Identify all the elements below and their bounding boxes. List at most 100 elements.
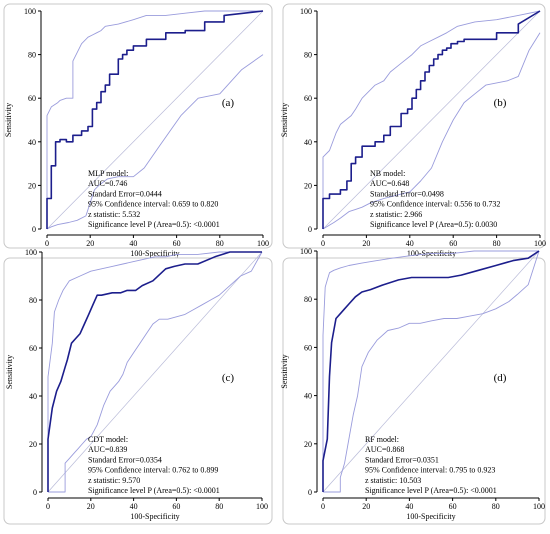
y-tick-label: 0 [308,488,312,497]
annotation-line: AUC=0.746 [88,179,127,188]
x-tick-label: 100 [534,239,546,248]
annotation-line: 95% Confidence interval: 0.795 to 0.923 [365,466,495,475]
annotation-line: z statistic: 5.532 [88,210,140,219]
y-axis-title: Sensitivity [5,355,14,389]
y-axis-title: Sensitivity [280,103,289,137]
panel-label: (a) [222,97,235,109]
panel-border [282,3,546,249]
x-tick-label: 40 [405,502,413,511]
y-tick-label: 20 [28,181,36,190]
y-tick-label: 80 [29,296,37,305]
panel-border [3,257,273,525]
reference-diagonal [46,10,264,230]
chart-panel-3: 0 20 40 60 80 100 0 20 40 60 80 100 100-Specificity S… [280,247,546,525]
ci-upper-curve [47,251,262,492]
annotation-line: z statistic: 2.966 [370,210,422,219]
x-tick-label: 0 [45,239,49,248]
annotation-line: Significance level P (Area=0.5): <0.0001 [88,486,220,495]
x-tick-label: 20 [362,239,370,248]
annotation-line: CDT model: [88,435,128,444]
chart-panel-2: 0 20 40 60 80 100 0 20 40 60 80 100 100-Specificity S… [3,248,273,525]
x-tick-label: 60 [172,502,180,511]
y-axis-title: Sensitivity [280,354,289,388]
y-tick-label: 20 [29,440,37,449]
x-axis-title: 100-Specificity [130,512,179,521]
panel-label: (d) [494,372,507,384]
y-tick-label: 60 [304,94,312,103]
panel-label: (b) [494,97,507,109]
y-tick-label: 40 [29,392,37,401]
panel-border [3,3,273,249]
x-tick-label: 0 [46,502,50,511]
annotation-line: AUC=0.839 [88,445,127,454]
annotation-line: RF model: [365,435,399,444]
annotation-line: Significance level P (Area=0.5): <0.0001 [365,486,497,495]
chart-panel-0: 0 20 40 60 80 100 0 20 40 60 80 100 100-Specificity S… [3,3,273,258]
roc-curve [47,251,262,492]
ci-lower-curve [323,250,540,493]
x-tick-label: 80 [492,502,500,511]
annotation-line: Standard Error=0.0354 [88,455,162,464]
y-tick-label: 40 [304,392,312,401]
annotation-line: Significance level P (Area=0.5): 0.0030 [370,220,497,229]
y-tick-label: 0 [32,225,36,234]
x-tick-label: 80 [216,239,224,248]
y-tick-label: 80 [304,295,312,304]
x-tick-label: 60 [449,502,457,511]
x-tick-label: 60 [449,239,457,248]
y-tick-label: 0 [308,225,312,234]
annotation-line: z statistic: 9.570 [88,476,140,485]
y-axis-title: Sensitivity [4,103,13,137]
panel-label: (c) [222,372,235,384]
x-tick-label: 100 [256,502,268,511]
annotation-line: Standard Error=0.0351 [365,455,439,464]
y-tick-label: 100 [25,248,37,257]
annotation-line: 95% Confidence interval: 0.762 to 0.899 [88,466,218,475]
ci-upper-curve [322,10,541,229]
ci-lower-curve [46,54,264,230]
annotation-line: 95% Confidence interval: 0.556 to 0.732 [370,200,500,209]
y-tick-label: 60 [304,343,312,352]
annotation-line: AUC=0.868 [365,445,404,454]
y-tick-label: 40 [304,138,312,147]
y-tick-label: 20 [304,440,312,449]
y-tick-label: 100 [300,7,312,16]
x-tick-label: 40 [130,502,138,511]
ci-upper-curve [322,250,539,492]
x-axis-title: 100-Specificity [406,512,455,521]
x-tick-label: 80 [215,502,223,511]
x-tick-label: 20 [87,502,95,511]
x-axis-title: 100-Specificity [130,249,179,258]
y-tick-label: 100 [24,7,36,16]
annotation-line: AUC=0.648 [370,179,409,188]
y-tick-label: 100 [300,247,312,256]
y-tick-label: 80 [28,51,36,60]
reference-diagonal [322,10,541,230]
x-tick-label: 40 [406,239,414,248]
roc-curve [46,10,264,229]
x-tick-label: 100 [257,239,269,248]
annotation-line: z statistic: 10.503 [365,476,421,485]
y-tick-label: 40 [28,138,36,147]
x-tick-label: 60 [173,239,181,248]
y-tick-label: 80 [304,51,312,60]
annotation-line: MLP model: [88,169,128,178]
annotation-line: Standard Error=0.0498 [370,189,444,198]
reference-diagonal [322,250,540,493]
roc-curve [322,250,540,492]
roc-curve [322,10,541,229]
y-tick-label: 60 [29,344,37,353]
ci-upper-curve [46,10,263,229]
reference-diagonal [47,251,263,493]
ci-lower-curve [322,32,541,230]
y-tick-label: 60 [28,94,36,103]
x-tick-label: 20 [362,502,370,511]
y-tick-label: 0 [33,488,37,497]
x-tick-label: 20 [86,239,94,248]
x-tick-label: 0 [321,239,325,248]
annotation-line: Standard Error=0.0444 [88,189,162,198]
annotation-line: NB model: [370,169,405,178]
annotation-line: Significance level P (Area=0.5): <0.0001 [88,220,220,229]
